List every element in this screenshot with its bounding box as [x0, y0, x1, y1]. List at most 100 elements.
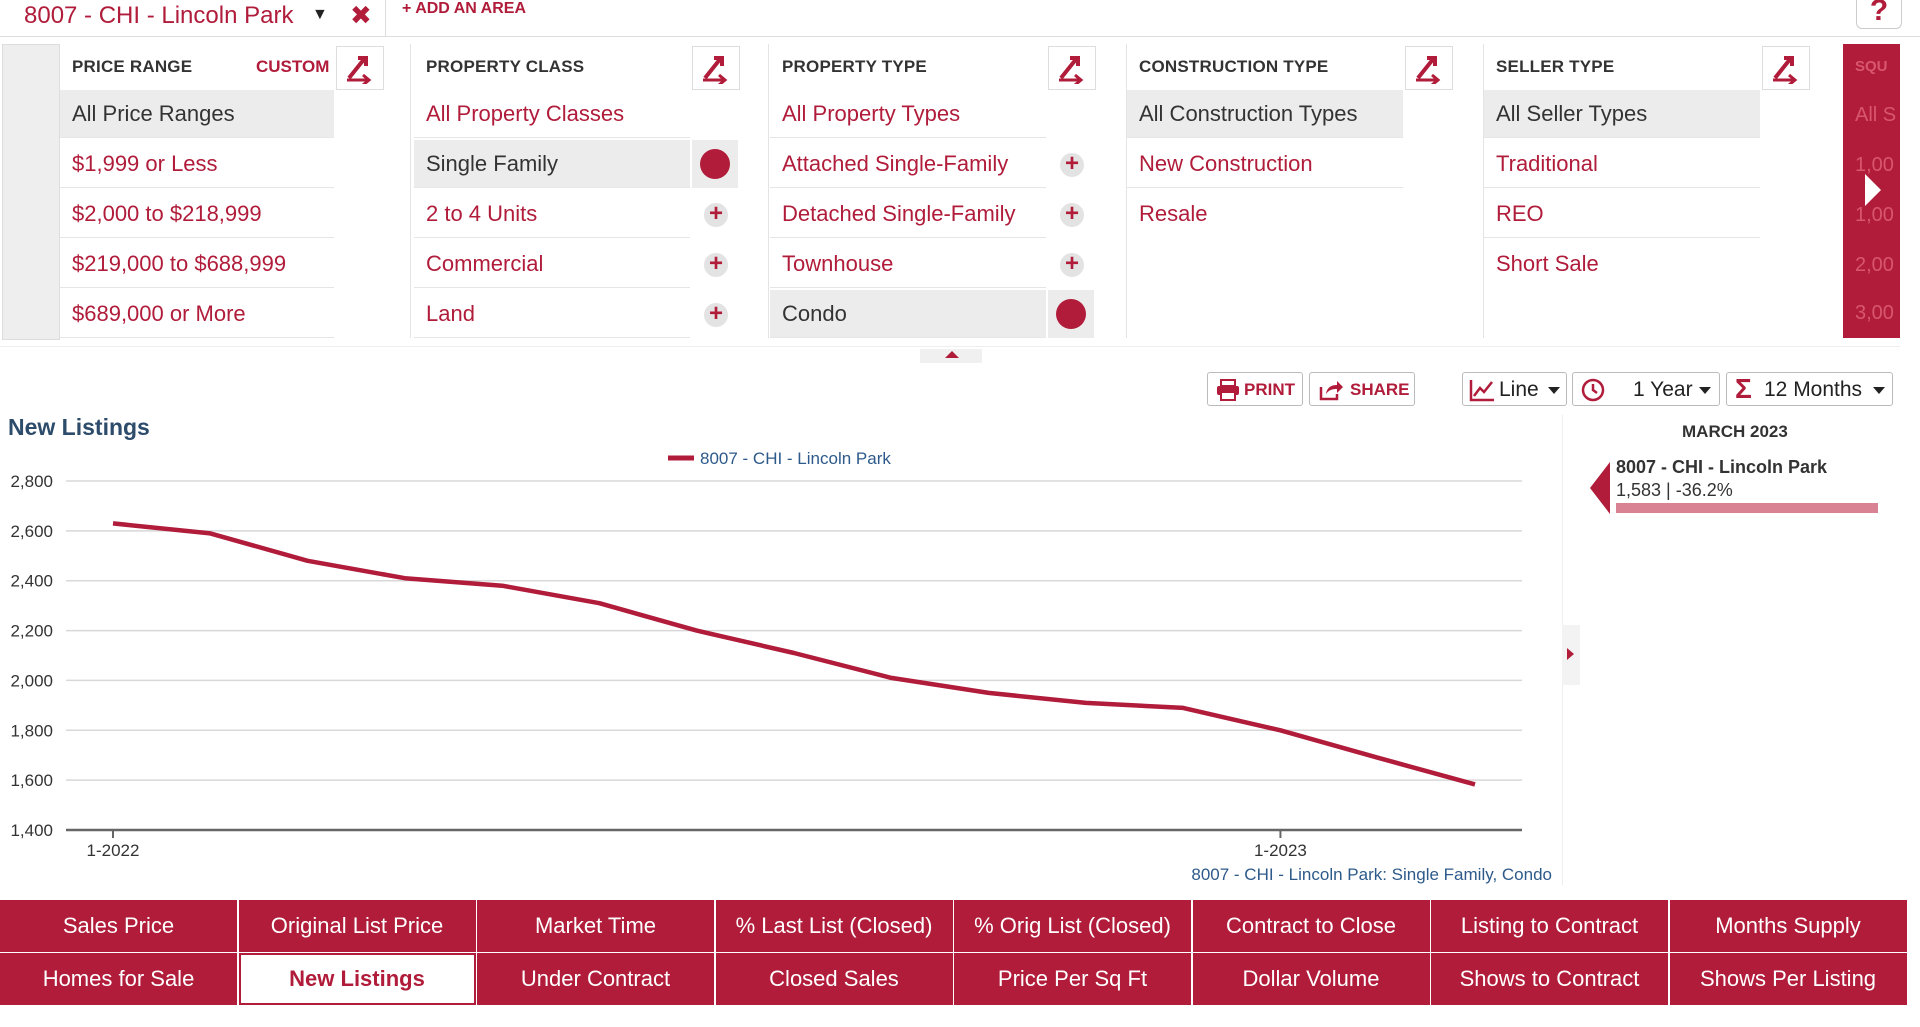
sort-button[interactable] — [1762, 46, 1810, 90]
sort-button[interactable] — [692, 46, 740, 90]
area-dropdown-caret-icon[interactable]: ▼ — [312, 6, 328, 23]
column-title: PROPERTY CLASS — [426, 57, 585, 76]
column-title: PRICE RANGE — [72, 57, 193, 76]
filter-option[interactable]: All Construction Types — [1127, 90, 1403, 138]
metric-tab[interactable]: New Listings — [238, 953, 476, 1005]
metric-tab[interactable]: Closed Sales — [715, 953, 953, 1005]
add-filter-button[interactable]: + — [1048, 190, 1094, 238]
add-filter-button[interactable]: + — [1048, 240, 1094, 288]
period-select[interactable]: 1 Year — [1572, 372, 1720, 406]
filter-option[interactable]: Commercial — [414, 240, 690, 288]
y-tick-label: 1,600 — [10, 771, 53, 790]
filter-option[interactable]: Townhouse — [770, 240, 1046, 288]
line-chart-icon — [1469, 380, 1494, 402]
filter-collapse-bar — [0, 346, 1900, 363]
metric-tab[interactable]: Homes for Sale — [0, 953, 237, 1005]
add-filter-button[interactable]: + — [692, 190, 738, 238]
selected-toggle[interactable] — [1048, 290, 1094, 338]
collapse-panel-button[interactable] — [1562, 625, 1580, 685]
column-title: CONSTRUCTION TYPE — [1139, 57, 1329, 76]
y-tick-label: 2,000 — [10, 671, 53, 690]
filter-option[interactable]: Traditional — [1484, 140, 1760, 188]
series-line[interactable] — [112, 521, 1476, 787]
sort-button[interactable] — [1405, 46, 1453, 90]
selected-toggle[interactable] — [692, 140, 738, 188]
filter-option[interactable]: All Seller Types — [1484, 90, 1760, 138]
metric-tab[interactable]: Market Time — [477, 900, 714, 952]
custom-price-link[interactable]: CUSTOM — [256, 57, 330, 76]
filter-option[interactable]: Resale — [1139, 201, 1208, 226]
filter-option-selected[interactable]: Single Family — [414, 140, 690, 188]
left-scroll-gutter[interactable] — [2, 44, 60, 340]
plus-icon: + — [1060, 202, 1084, 227]
filter-option[interactable]: All Price Ranges — [60, 90, 334, 138]
share-button[interactable]: SHARE — [1309, 372, 1415, 406]
y-tick-label: 2,400 — [10, 572, 53, 591]
metric-tab[interactable]: % Last List (Closed) — [715, 900, 953, 952]
seller-type-column: SELLER TYPE All Seller Types Traditional… — [1484, 44, 1840, 338]
plus-icon: + — [1060, 252, 1084, 277]
filter-option[interactable]: New Construction — [1127, 140, 1403, 188]
filter-option[interactable]: $2,000 to $218,999 — [60, 190, 334, 238]
filter-option[interactable]: All Property Classes — [414, 90, 690, 138]
aggregate-select[interactable]: Σ 12 Months — [1726, 372, 1893, 406]
selected-dot-icon — [1056, 299, 1086, 329]
panel-month: MARCH 2023 — [1682, 422, 1788, 441]
sort-arrow-icon — [1059, 56, 1084, 84]
print-button[interactable]: PRINT — [1207, 372, 1303, 406]
filter-option[interactable]: REO — [1484, 190, 1760, 238]
share-label: SHARE — [1350, 380, 1410, 399]
area-name[interactable]: 8007 - CHI - Lincoln Park — [24, 2, 294, 29]
add-filter-button[interactable]: + — [1048, 140, 1094, 188]
chevron-right-icon — [1865, 174, 1881, 206]
partial-option: 2,00 — [1855, 254, 1894, 276]
metric-tab[interactable]: Shows Per Listing — [1669, 953, 1907, 1005]
sort-button[interactable] — [336, 46, 384, 90]
construction-type-column: CONSTRUCTION TYPE All Construction Types… — [1127, 44, 1484, 338]
add-area-button[interactable]: + ADD AN AREA — [402, 0, 527, 17]
metric-tab[interactable]: Contract to Close — [1192, 900, 1430, 952]
partial-option: 1,00 — [1855, 154, 1894, 176]
metric-tab[interactable]: Sales Price — [0, 900, 237, 952]
area-tab[interactable]: 8007 - CHI - Lincoln Park ▼ ✖ — [0, 0, 386, 36]
metric-tab[interactable]: Dollar Volume — [1192, 953, 1430, 1005]
metric-tab[interactable]: Shows to Contract — [1431, 953, 1668, 1005]
metric-tab[interactable]: Original List Price — [238, 900, 476, 952]
add-filter-button[interactable]: + — [692, 290, 738, 338]
add-filter-button[interactable]: + — [692, 240, 738, 288]
chevron-up-icon — [945, 351, 959, 358]
y-tick-label: 1,800 — [10, 721, 53, 740]
filter-option[interactable]: Short Sale — [1496, 251, 1599, 276]
filter-option-selected[interactable]: Condo — [770, 290, 1046, 338]
metric-tab[interactable]: Under Contract — [477, 953, 714, 1005]
filter-option[interactable]: 2 to 4 Units — [414, 190, 690, 238]
metric-tab[interactable]: Months Supply — [1669, 900, 1907, 952]
filter-option[interactable]: All Property Types — [770, 90, 1046, 138]
metric-tab[interactable]: Listing to Contract — [1431, 900, 1668, 952]
collapse-filters-button[interactable] — [920, 349, 982, 363]
filter-option[interactable]: $1,999 or Less — [60, 140, 334, 188]
plus-icon: + — [704, 302, 728, 327]
filter-option[interactable]: $219,000 to $688,999 — [60, 240, 334, 288]
property-type-column: PROPERTY TYPE All Property Types Attache… — [770, 44, 1127, 338]
metric-tab[interactable]: % Orig List (Closed) — [954, 900, 1191, 952]
series-marker-icon — [1590, 462, 1610, 514]
metric-tab[interactable]: Price Per Sq Ft — [954, 953, 1191, 1005]
close-icon[interactable]: ✖ — [350, 0, 372, 30]
filter-option[interactable]: Detached Single-Family — [770, 190, 1046, 238]
x-tick-label: 1-2022 — [87, 841, 140, 860]
filter-option[interactable]: Attached Single-Family — [770, 140, 1046, 188]
partial-column-title: SQU — [1855, 58, 1888, 75]
sort-arrow-icon — [1773, 56, 1798, 84]
chart-type-value: Line — [1499, 378, 1539, 401]
filter-option[interactable]: Land — [414, 290, 690, 338]
help-button[interactable]: ? — [1856, 0, 1902, 29]
sort-button[interactable] — [1048, 46, 1096, 90]
filter-option[interactable]: $689,000 or More — [60, 290, 334, 338]
chart-type-select[interactable]: Line — [1462, 372, 1567, 406]
next-columns-button[interactable]: SQU All S 1,00 1,00 2,00 3,00 — [1843, 44, 1900, 338]
selected-dot-icon — [700, 149, 730, 179]
panel-value: 1,583 | -36.2% — [1616, 480, 1733, 500]
legend-label[interactable]: 8007 - CHI - Lincoln Park — [700, 449, 891, 468]
partial-option: 1,00 — [1855, 204, 1894, 226]
